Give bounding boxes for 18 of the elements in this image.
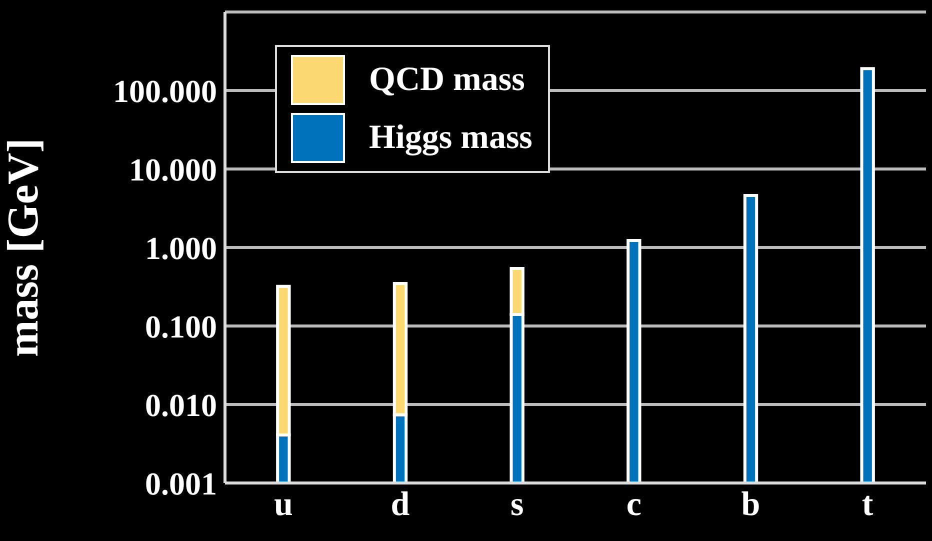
x-tick-label: d [390,486,410,524]
y-tick-label: 10.000 [129,151,217,188]
y-tick-label: 0.100 [145,308,217,344]
x-tick-label: t [862,486,874,524]
y-tick-label: 1.000 [145,230,217,266]
x-tick-label: c [626,486,642,524]
x-tick-label: b [741,486,760,524]
legend-label: QCD mass [369,61,525,99]
y-axis-title: mass [GeV] [0,138,48,357]
y-tick-label: 0.001 [145,465,217,502]
x-tick-label: s [510,486,524,524]
y-tick-label: 0.010 [145,386,217,423]
legend-label: Higgs mass [369,119,532,157]
y-tick-label: 100.000 [113,72,217,109]
bar [626,238,642,483]
bar [743,194,758,483]
bar [860,67,875,483]
x-tick-label: u [274,486,293,524]
